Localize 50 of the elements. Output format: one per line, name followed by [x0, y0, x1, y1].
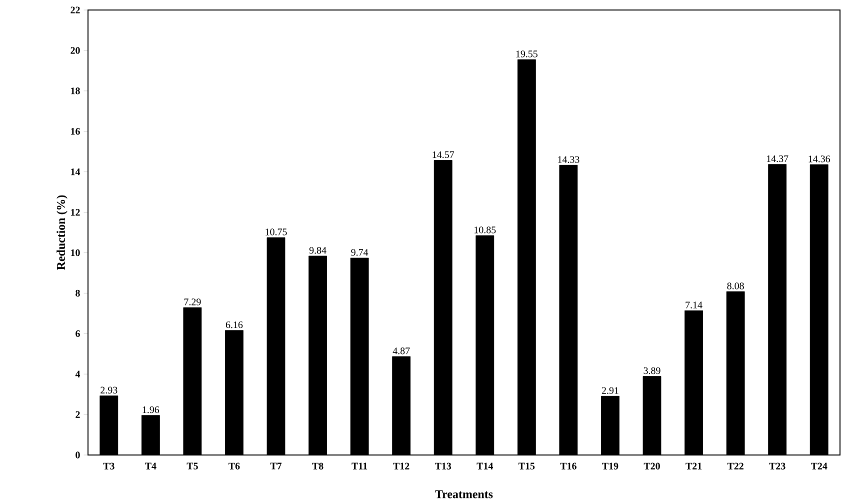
data-label: 14.36 [808, 156, 830, 163]
data-label: 8.08 [727, 282, 744, 290]
data-label: 3.89 [644, 368, 660, 374]
x-tick-label: T12 [393, 462, 410, 470]
y-tick-label: 22 [70, 6, 80, 14]
x-tick-label: T23 [769, 462, 786, 470]
data-label: 19.55 [516, 50, 538, 58]
data-label: 2.93 [100, 387, 118, 394]
y-tick-label: 0 [76, 452, 80, 459]
y-tick-label: 18 [71, 88, 80, 94]
data-label: 4.87 [392, 348, 410, 354]
x-tick-label: T15 [518, 462, 535, 470]
data-label: 9.74 [351, 249, 368, 256]
data-label: 1.96 [142, 406, 160, 414]
x-tick-label: T6 [228, 462, 240, 470]
data-label: 6.16 [226, 322, 243, 328]
data-label: 2.91 [602, 387, 618, 394]
x-tick-label: T8 [312, 462, 324, 470]
x-tick-label: T19 [602, 462, 618, 470]
y-tick-label: 2 [76, 411, 80, 418]
data-label: 14.37 [767, 156, 788, 162]
data-label: 10.75 [266, 228, 287, 236]
x-tick-label: T21 [686, 462, 702, 470]
y-tick-label: 8 [76, 290, 80, 297]
x-tick-label: T5 [186, 462, 198, 470]
x-tick-label: T22 [727, 462, 744, 470]
y-tick-label: 14 [71, 168, 80, 176]
x-axis-title: Treatments [435, 490, 493, 498]
y-tick-label: 4 [75, 371, 80, 378]
x-tick-label: T14 [476, 462, 494, 470]
x-tick-label: T24 [810, 462, 828, 470]
y-tick-label: 12 [71, 209, 80, 216]
data-label: 14.33 [558, 156, 580, 164]
data-label: 7.14 [686, 302, 702, 309]
x-tick-label: T3 [103, 462, 114, 470]
x-tick-label: T4 [145, 462, 156, 470]
y-axis-title: Reduction (%) [56, 196, 68, 270]
data-label: 9.84 [309, 247, 326, 254]
data-label: 10.85 [474, 226, 496, 234]
x-tick-label: T7 [270, 462, 282, 470]
x-tick-label: T13 [434, 462, 452, 470]
data-label: 7.29 [184, 298, 201, 306]
y-tick-label: 20 [70, 47, 80, 54]
y-tick-label: 16 [71, 128, 80, 135]
y-tick-label: 6 [76, 330, 80, 338]
x-tick-label: T11 [352, 462, 368, 470]
y-tick-label: 10 [71, 250, 80, 256]
x-tick-label: T16 [560, 462, 576, 470]
data-label: 14.57 [432, 152, 454, 158]
x-tick-label: T20 [644, 462, 660, 470]
